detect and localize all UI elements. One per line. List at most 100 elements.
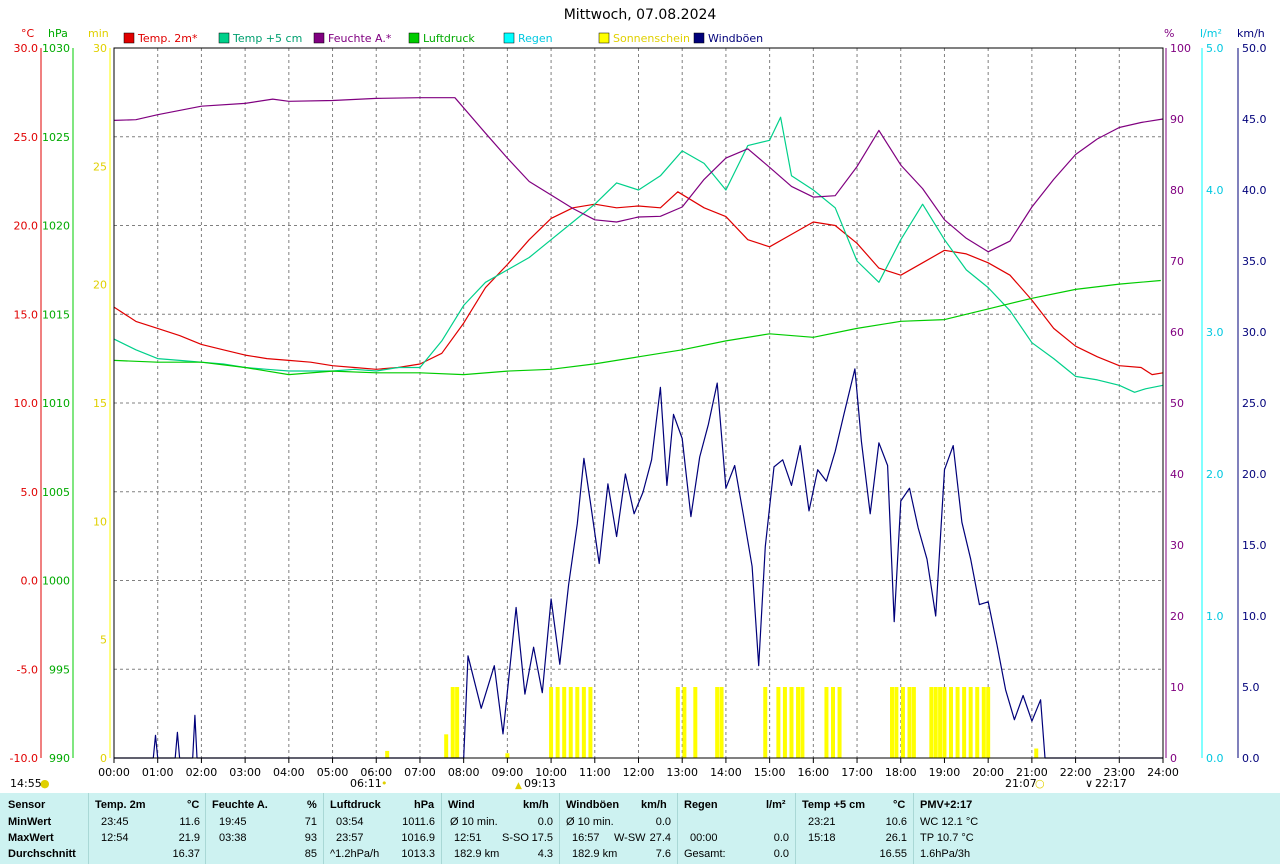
y-tick-label-wind: 20.0 xyxy=(1242,468,1267,481)
x-tick-label: 09:00 xyxy=(492,766,524,779)
x-tick-label: 05:00 xyxy=(317,766,349,779)
wind-max-time: 12:51 xyxy=(454,832,482,844)
y-tick-label-pressure: 1000 xyxy=(42,575,70,588)
footer-separator xyxy=(913,793,914,864)
sunshine-bar xyxy=(455,687,460,758)
footer-separator xyxy=(559,793,560,864)
x-tick-label: 12:00 xyxy=(623,766,655,779)
pressure-header: Luftdruck xyxy=(330,799,381,811)
temp5cm-max-time: 15:18 xyxy=(808,832,836,844)
legend: Temp. 2m* Temp +5 cm Feuchte A.* Luftdru… xyxy=(123,32,763,45)
temp2m-max-value: 21.9 xyxy=(178,832,200,844)
humidity-unit: % xyxy=(307,799,317,811)
x-tick-label: 20:00 xyxy=(972,766,1004,779)
y-tick-label-pressure: 990 xyxy=(49,752,70,765)
y-tick-label-pressure: 995 xyxy=(49,663,70,676)
marker-sunrise-time: 06:11 xyxy=(350,777,382,790)
sunshine-bar xyxy=(933,687,938,758)
gusts-max-time: 16:57 xyxy=(572,832,600,844)
y-tick-label-humidity: 30 xyxy=(1170,539,1184,552)
series-line-feuchte-a xyxy=(113,97,1164,253)
sunshine-bar xyxy=(981,687,986,758)
axis-unit-humidity: % xyxy=(1164,27,1174,40)
x-tick-label: 01:00 xyxy=(142,766,174,779)
humidity-min-time: 19:45 xyxy=(219,816,247,828)
sunshine-bar xyxy=(1034,748,1039,758)
sunshine-bar xyxy=(675,687,680,758)
humidity-min-value: 71 xyxy=(304,816,317,828)
pressure-max-value: 1016.9 xyxy=(401,832,435,844)
pressure-avg-value: 1013.3 xyxy=(401,848,435,860)
y-tick-label-temp: -10.0 xyxy=(10,752,38,765)
sunshine-bar xyxy=(962,687,967,758)
sunshine-bar xyxy=(938,687,943,758)
y-tick-label-wind: 40.0 xyxy=(1242,184,1267,197)
pressure-min-time: 03:54 xyxy=(336,816,364,828)
sensor-header: Sensor xyxy=(8,799,46,811)
gusts-header: Windböen xyxy=(566,799,620,811)
humidity-max-value: 93 xyxy=(304,832,317,844)
sunshine-bar xyxy=(549,687,554,758)
temp2m-unit: °C xyxy=(187,799,200,811)
y-tick-label-rain: 0.0 xyxy=(1206,752,1224,765)
y-tick-label-temp: 15.0 xyxy=(14,308,39,321)
marker-sunset-icon: ○ xyxy=(1035,777,1045,790)
sunshine-bar xyxy=(575,687,580,758)
legend-label-sunshine: Sonnenschein xyxy=(613,32,690,45)
y-tick-label-rain: 3.0 xyxy=(1206,326,1224,339)
sunshine-bar xyxy=(900,687,905,758)
y-tick-label-humidity: 50 xyxy=(1170,397,1184,410)
y-tick-label-humidity: 10 xyxy=(1170,681,1184,694)
temp5cm-min-time: 23:21 xyxy=(808,816,836,828)
y-tick-label-rain: 5.0 xyxy=(1206,42,1224,55)
y-tick-label-sun: 25 xyxy=(93,160,107,173)
x-tick-label: 14:00 xyxy=(710,766,742,779)
x-tick-label: 22:00 xyxy=(1060,766,1092,779)
sunshine-bar xyxy=(588,687,593,758)
y-tick-label-humidity: 0 xyxy=(1170,752,1177,765)
sunshine-bar xyxy=(782,687,787,758)
pressure-min-value: 1011.6 xyxy=(402,816,435,828)
sunshine-bar xyxy=(505,753,510,758)
x-tick-label: 24:00 xyxy=(1147,766,1179,779)
y-tick-label-humidity: 90 xyxy=(1170,113,1184,126)
sunshine-bar xyxy=(763,687,768,758)
grid xyxy=(114,48,1163,758)
temp5cm-max-value: 26.1 xyxy=(885,832,907,844)
temp5cm-avg-value: 16.55 xyxy=(879,848,907,860)
footer-separator xyxy=(441,793,442,864)
sunshine-bar xyxy=(831,687,836,758)
sunshine-bar xyxy=(968,687,973,758)
temp2m-avg-value: 16.37 xyxy=(172,848,200,860)
y-tick-label-temp: 10.0 xyxy=(14,397,39,410)
x-tick-label: 19:00 xyxy=(929,766,961,779)
sunshine-bar xyxy=(907,687,912,758)
rain-total-label: Gesamt: xyxy=(684,848,726,860)
sunshine-bar xyxy=(890,687,895,758)
y-tick-label-pressure: 1020 xyxy=(42,220,70,233)
x-tick-label: 06:00 xyxy=(360,766,392,779)
pmv-header: PMV+2:17 xyxy=(920,799,973,811)
x-tick-label: 17:00 xyxy=(841,766,873,779)
legend-label-gusts: Windböen xyxy=(708,32,763,45)
y-tick-label-sun: 0 xyxy=(100,752,107,765)
sunshine-bar xyxy=(837,687,842,758)
wind-max-direction: S-SO xyxy=(502,832,529,844)
x-tick-label: 07:00 xyxy=(404,766,436,779)
humidity-max-time: 03:38 xyxy=(219,832,247,844)
gusts-avg-value: 7.6 xyxy=(655,848,671,860)
rain-unit: l/m² xyxy=(766,799,786,811)
legend-swatch-gusts xyxy=(693,32,705,44)
rain-max-time: 00:00 xyxy=(690,832,718,844)
gusts-max-direction: W-SW xyxy=(614,832,646,844)
chart-title: Mittwoch, 07.08.2024 xyxy=(564,7,717,23)
x-tick-label: 04:00 xyxy=(273,766,305,779)
sunshine-bar xyxy=(719,687,724,758)
temp5cm-min-value: 10.6 xyxy=(885,816,907,828)
series-line-luftdruck xyxy=(113,279,1161,376)
x-tick-label: 13:00 xyxy=(666,766,698,779)
rain-total-value: 0.0 xyxy=(773,848,789,860)
y-tick-label-pressure: 1025 xyxy=(42,131,70,144)
sunshine-bar xyxy=(693,687,698,758)
wind-avg10-label: Ø 10 min. xyxy=(450,816,498,828)
